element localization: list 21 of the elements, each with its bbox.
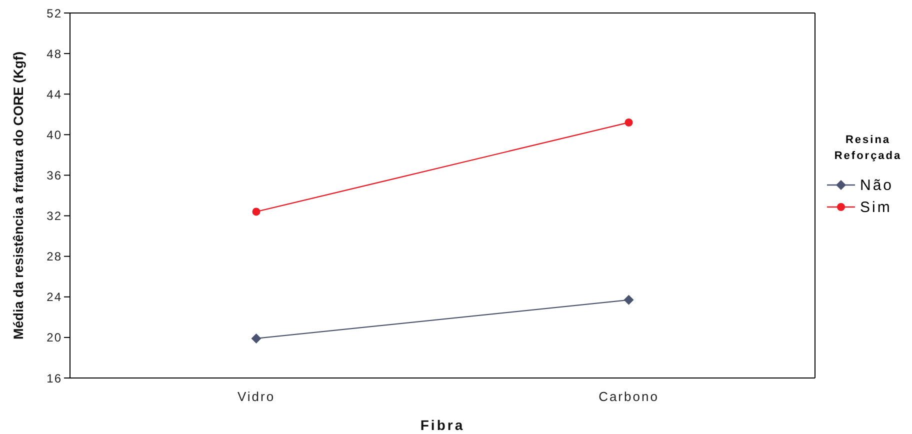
legend-title: Resina Reforçada — [833, 133, 903, 164]
x-axis-title: Fibra — [420, 417, 465, 433]
legend-label: Sim — [860, 198, 892, 216]
point — [251, 333, 262, 344]
y-tick-label: 40 — [46, 128, 62, 142]
y-tick-label: 48 — [46, 46, 62, 61]
point — [252, 208, 260, 216]
y-tick-label: 32 — [46, 209, 62, 224]
y-tick-label: 44 — [46, 87, 62, 102]
x-tick-label: Vidro — [237, 389, 276, 404]
y-tick-label: 20 — [46, 330, 62, 345]
y-tick-label: 52 — [46, 6, 62, 20]
y-tick-label: 24 — [46, 290, 62, 304]
y-tick-label: 16 — [46, 371, 62, 386]
x-tick-label: Carbono — [598, 389, 659, 404]
point — [624, 118, 633, 126]
y-axis-title: Média da resistência a fratura do CORE (Kgf) — [10, 51, 26, 340]
legend-label: Não — [860, 176, 894, 194]
point — [624, 294, 634, 305]
y-tick-label: 28 — [46, 250, 62, 264]
y-tick-label: 36 — [46, 168, 62, 182]
